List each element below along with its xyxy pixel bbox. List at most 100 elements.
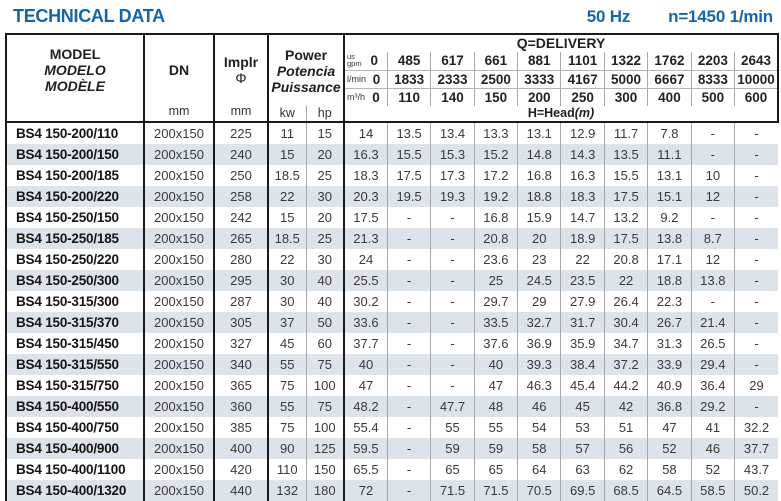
model-cell: BS4 150-315/550 — [5, 354, 145, 375]
kw-cell: 11 — [280, 126, 295, 141]
head-value-cell: 47 — [473, 375, 518, 396]
head-value-cell: 15.5 — [386, 144, 431, 165]
head-value-cell: - — [734, 270, 779, 291]
head-value-cell: 36.8 — [647, 396, 692, 417]
head-value-cell: 9.2 — [647, 207, 692, 228]
model-cell: BS4 150-400/1320 — [5, 480, 145, 501]
head-value-cell: - — [734, 186, 779, 207]
impeller-cell: 280 — [214, 249, 269, 270]
pump-table-body: BS4 150-200/110 200x150 225 11 15 14 13.5 13.4 1… — [5, 122, 779, 501]
head-value-cell: - — [734, 333, 779, 354]
hp-cell: 40 — [305, 291, 346, 312]
table-row: BS4 150-250/300 200x150 295 30 40 25.5- -25 24.… — [5, 270, 779, 291]
head-value-cell: 59.5 — [353, 441, 379, 456]
head-value-cell: 27.9 — [560, 291, 605, 312]
head-value-cell: - — [386, 333, 431, 354]
q-unit-zero-cell: m³/h 0 — [344, 88, 387, 106]
dn-cell: 200x150 — [144, 249, 215, 270]
q-unit-row: l/min 0 1833 2333 2500 3333 4167 5000 6667 8333 10… — [6, 70, 780, 89]
power-label-es: Potencia — [276, 62, 336, 79]
head-value-cell: 13.8 — [647, 228, 692, 249]
head-value-cell: 17.5 — [603, 186, 648, 207]
head-value-cell: - — [690, 207, 735, 228]
head-value-cell: 12 — [690, 186, 735, 207]
q-value-cell: 485 — [386, 52, 431, 71]
model-cell: BS4 150-315/750 — [5, 375, 145, 396]
dn-cell: 200x150 — [144, 122, 215, 144]
head-value-cell: 46.3 — [517, 375, 561, 396]
impeller-cell: 420 — [214, 459, 269, 480]
head-value-cell: 63 — [560, 459, 605, 480]
head-value-cell: 29.7 — [473, 291, 518, 312]
head-row-title: H=Head(m) — [344, 106, 780, 122]
technical-data-table: MODEL MODELO MODÈLE DN mm Implr Φ mm — [5, 33, 780, 501]
head-value-cell: 14.3 — [560, 144, 605, 165]
q-value-cell: 1762 — [647, 52, 692, 71]
head-value-cell: 19.3 — [430, 186, 475, 207]
head-value-cell: 20.8 — [603, 249, 648, 270]
head-value-cell: - — [734, 396, 779, 417]
head-value-cell: - — [386, 438, 431, 459]
head-value-cell: 13.4 — [430, 122, 475, 144]
head-value-cell: 55.4 — [353, 420, 379, 435]
speed-label: n=1450 1/min — [668, 7, 773, 26]
head-value-cell: 54 — [517, 417, 561, 438]
hp-unit-header: hp — [305, 106, 346, 122]
head-value-cell: 64.5 — [647, 480, 692, 501]
dn-cell: 200x150 — [144, 165, 215, 186]
q-value-cell: 661 — [473, 52, 518, 71]
q-unit-label: m³/h — [347, 91, 366, 102]
hp-cell: 15 — [305, 122, 346, 144]
hp-cell: 150 — [305, 459, 346, 480]
q-value-cell: 110 — [386, 88, 431, 106]
impeller-cell: 440 — [214, 480, 269, 501]
model-cell: BS4 150-200/110 — [5, 122, 145, 144]
q-unit-zero-cell: l/min 0 — [344, 70, 388, 89]
hp-cell: 50 — [305, 312, 346, 333]
model-cell: BS4 150-315/300 — [5, 291, 145, 312]
head-value-cell: 13.1 — [517, 122, 561, 144]
head-value-cell: 19.5 — [386, 186, 431, 207]
head-value-cell: 30.2 — [353, 294, 379, 309]
head-value-cell: 65.5 — [353, 462, 379, 477]
head-value-cell: 48.2 — [353, 399, 379, 414]
head-value-cell: 20.8 — [473, 228, 518, 249]
head-value-cell: 13.8 — [690, 270, 735, 291]
model-cell: BS4 150-250/150 — [5, 207, 145, 228]
head-value-cell: 55 — [473, 417, 518, 438]
table-row: BS4 150-315/750 200x150 365 75 100 47- -47 46.3… — [5, 375, 779, 396]
head-value-cell: 71.5 — [473, 480, 518, 501]
head-value-cell: 37.2 — [603, 354, 648, 375]
head-value-cell: - — [734, 291, 779, 312]
table-header: MODEL MODELO MODÈLE DN mm Implr Φ mm — [5, 34, 780, 122]
head-value-cell: 17.5 — [353, 210, 379, 225]
hp-cell: 180 — [305, 480, 346, 501]
head-value-cell: 31.7 — [560, 312, 605, 333]
head-value-cell: 16.3 — [353, 147, 379, 162]
head-value-cell: - — [734, 249, 779, 270]
q-value-cell: 881 — [517, 52, 561, 71]
head-value-cell: - — [430, 207, 475, 228]
head-value-cell: 16.3 — [560, 165, 605, 186]
head-value-cell: 29.4 — [690, 354, 735, 375]
dn-cell: 200x150 — [144, 207, 215, 228]
power-label-en: Power — [285, 46, 328, 63]
table-row: BS4 150-200/150 200x150 240 15 20 16.3 15.5 15.… — [5, 144, 779, 165]
head-value-cell: 13.2 — [603, 207, 648, 228]
kw-cell: 110 — [276, 462, 298, 477]
head-value-cell: 44.2 — [603, 375, 648, 396]
top-bar: TECHNICAL DATA 50 Hz n=1450 1/min — [13, 6, 773, 27]
head-value-cell: 52 — [647, 438, 692, 459]
head-value-cell: 33.6 — [353, 315, 379, 330]
head-value-cell: 33.9 — [647, 354, 692, 375]
head-value-cell: 45.4 — [560, 375, 605, 396]
head-value-cell: 42 — [603, 396, 648, 417]
head-value-cell: 13.5 — [603, 144, 648, 165]
table-row: BS4 150-400/1320 200x150 440 132 180 72-71.5 7… — [5, 480, 779, 501]
hp-cell: 60 — [305, 333, 346, 354]
impeller-cell: 400 — [214, 438, 269, 459]
head-value-cell: 18.8 — [647, 270, 692, 291]
hp-cell: 100 — [305, 417, 346, 438]
table-row: BS4 150-315/300 200x150 287 30 40 30.2- -29.7 2… — [5, 291, 779, 312]
impeller-cell: 250 — [214, 165, 269, 186]
